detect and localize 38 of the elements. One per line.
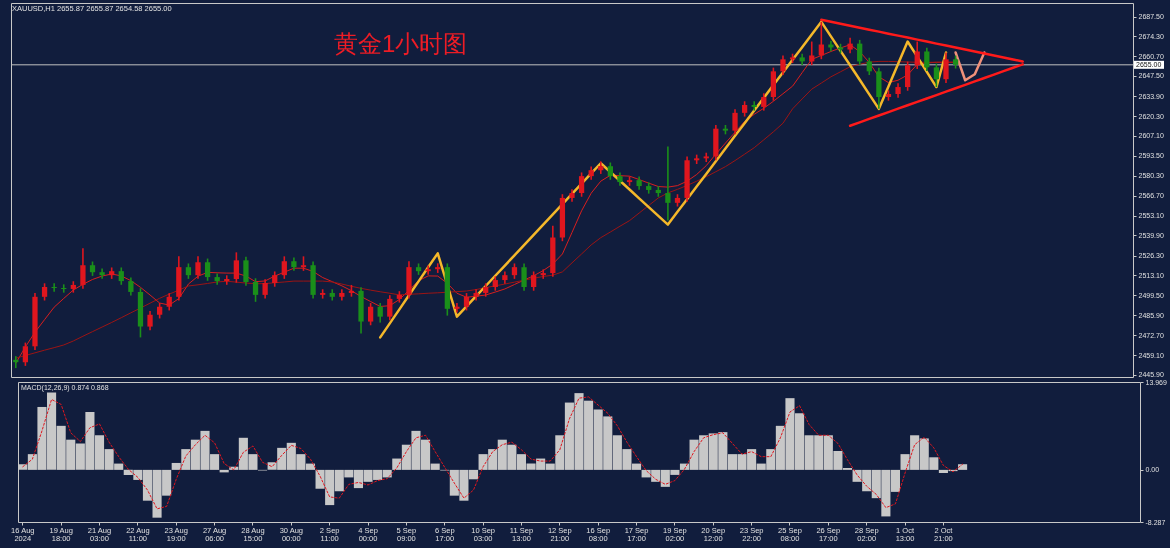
- candlestick: [732, 108, 738, 136]
- candlestick: [252, 277, 259, 303]
- candlestick: [435, 262, 441, 274]
- candlestick: [905, 60, 911, 92]
- candlestick: [204, 257, 211, 282]
- candlestick: [61, 283, 67, 294]
- candlestick: [80, 247, 86, 290]
- candlestick: [578, 171, 585, 198]
- candlestick: [281, 255, 287, 280]
- candlestick: [933, 62, 940, 88]
- text: 黄金1小时图: [334, 30, 468, 57]
- candlestick: [703, 151, 709, 163]
- candlestick: [262, 278, 268, 300]
- candlestick: [780, 54, 786, 76]
- candlestick: [521, 262, 527, 292]
- candlestick: [224, 274, 230, 286]
- candlestick: [924, 46, 930, 72]
- candlestick: [425, 264, 431, 276]
- candlestick: [51, 282, 57, 293]
- candlestick: [147, 310, 153, 332]
- candlestick: [598, 160, 604, 175]
- candlestick: [454, 302, 460, 314]
- candlestick: [531, 270, 537, 292]
- candlestick: [751, 100, 757, 112]
- candlestick: [540, 268, 546, 280]
- candlestick: [99, 267, 105, 280]
- line-series: [22, 396, 964, 510]
- candlestick: [387, 294, 393, 322]
- candlestick: [233, 251, 239, 284]
- candlestick: [857, 39, 863, 66]
- candlestick: [943, 51, 949, 84]
- bar: [958, 464, 968, 470]
- candlestick: [195, 255, 201, 280]
- candlestick: [367, 302, 374, 327]
- candlestick: [377, 302, 383, 324]
- candlestick: [128, 276, 134, 297]
- candlestick: [243, 255, 249, 287]
- candlestick: [665, 145, 671, 222]
